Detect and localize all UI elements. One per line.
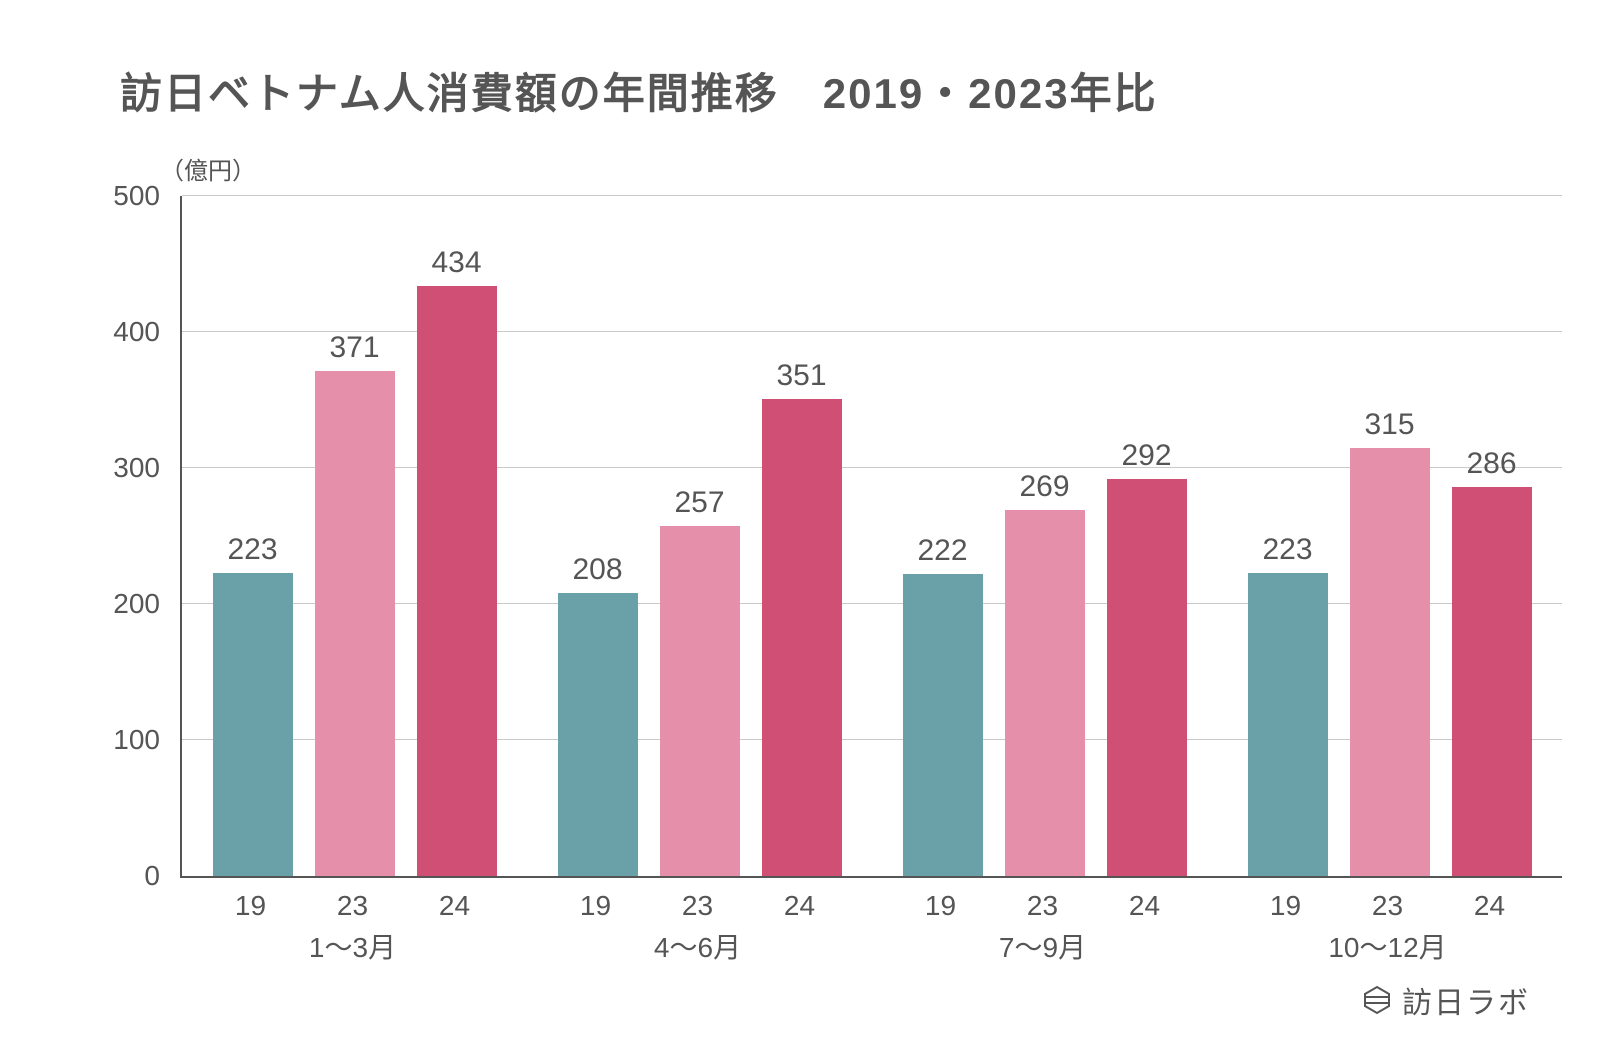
x-year-label: 19 xyxy=(235,890,266,922)
bar: 208 xyxy=(558,593,638,876)
y-tick-label: 200 xyxy=(113,588,172,620)
source-credit: 訪日ラボ xyxy=(1362,978,1530,1022)
bar-value-label: 371 xyxy=(329,331,379,371)
x-group-label: 7〜9月 xyxy=(999,926,1086,966)
chart-area: （億円） 0100200300400500 223371434208257351… xyxy=(120,151,1540,968)
x-year-label: 23 xyxy=(1027,890,1058,922)
bar-value-label: 208 xyxy=(572,553,622,593)
credit-icon xyxy=(1362,985,1392,1015)
bar: 286 xyxy=(1452,487,1532,876)
x-year-label: 23 xyxy=(682,890,713,922)
x-group-label: 10〜12月 xyxy=(1328,926,1446,966)
bar-value-label: 269 xyxy=(1019,470,1069,510)
x-year-label: 24 xyxy=(1129,890,1160,922)
x-group-label: 1〜3月 xyxy=(309,926,396,966)
x-year-label: 19 xyxy=(580,890,611,922)
bar-value-label: 222 xyxy=(917,534,967,574)
bar: 315 xyxy=(1350,448,1430,876)
y-tick-label: 500 xyxy=(113,180,172,212)
y-tick-label: 400 xyxy=(113,316,172,348)
x-year-label: 23 xyxy=(1372,890,1403,922)
chart-title: 訪日ベトナム人消費額の年間推移 2019・2023年比 xyxy=(120,60,1540,121)
bar: 269 xyxy=(1005,510,1085,876)
credit-text: 訪日ラボ xyxy=(1402,978,1530,1022)
bar: 434 xyxy=(417,286,497,876)
x-year-label: 23 xyxy=(337,890,368,922)
bar: 257 xyxy=(660,526,740,876)
bar: 223 xyxy=(1248,573,1328,876)
bar-value-label: 286 xyxy=(1466,447,1516,487)
page-root: 訪日ベトナム人消費額の年間推移 2019・2023年比 （億円） 0 100 200… xyxy=(0,0,1600,1048)
x-year-label: 19 xyxy=(1270,890,1301,922)
bars-layer: 223 371 434 208 257 351 222 269 292 223 315 286 xyxy=(182,196,1562,876)
y-tick-label: 0 xyxy=(144,860,172,892)
bar-value-label: 223 xyxy=(227,533,277,573)
bar: 371 xyxy=(315,371,395,876)
x-year-label: 24 xyxy=(439,890,470,922)
bar-value-label: 292 xyxy=(1121,439,1171,479)
bar-value-label: 434 xyxy=(431,246,481,286)
y-axis-unit-label: （億円） xyxy=(160,151,1540,186)
x-group-label: 4〜6月 xyxy=(654,926,741,966)
x-axis-labels: 19 23 24 1〜3月 19 23 24 4〜6月 19 23 24 7〜9月 19 23 24 10〜1… xyxy=(180,878,1560,968)
bar-value-label: 315 xyxy=(1364,408,1414,448)
bar: 292 xyxy=(1107,479,1187,876)
x-year-label: 24 xyxy=(1474,890,1505,922)
bar-value-label: 223 xyxy=(1262,533,1312,573)
x-year-label: 24 xyxy=(784,890,815,922)
plot-area: 0100200300400500 22337143420825735122226… xyxy=(180,196,1562,878)
bar-value-label: 351 xyxy=(776,359,826,399)
bar: 223 xyxy=(213,573,293,876)
x-year-label: 19 xyxy=(925,890,956,922)
bar-value-label: 257 xyxy=(674,486,724,526)
y-tick-label: 100 xyxy=(113,724,172,756)
bar: 351 xyxy=(762,399,842,876)
y-tick-label: 300 xyxy=(113,452,172,484)
bar: 222 xyxy=(903,574,983,876)
